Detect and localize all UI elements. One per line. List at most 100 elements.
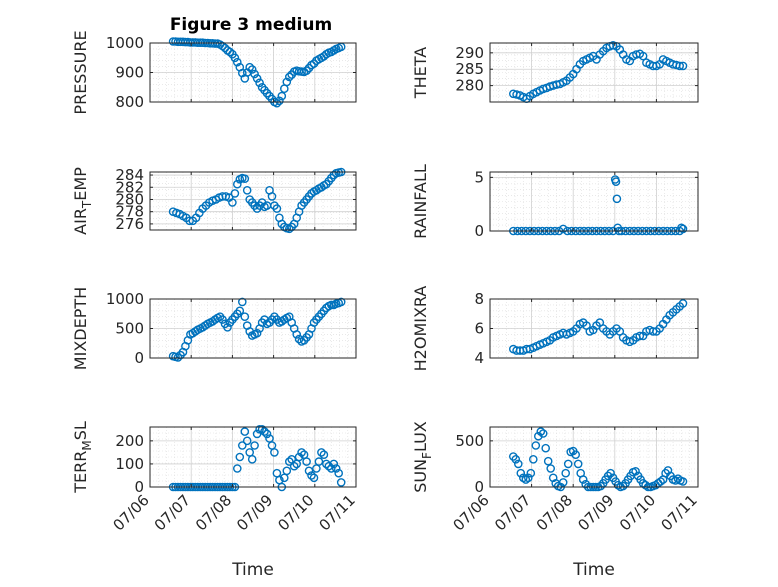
data-point bbox=[336, 297, 346, 307]
data-point bbox=[292, 330, 302, 339]
data-point bbox=[678, 477, 688, 486]
data-point bbox=[210, 39, 220, 48]
data-point bbox=[262, 429, 272, 439]
data-point bbox=[326, 464, 336, 473]
x-tick-label: 07/09 bbox=[233, 491, 276, 534]
data-point bbox=[635, 331, 645, 341]
data-point bbox=[250, 69, 259, 79]
x-tick-label: 07/09 bbox=[574, 491, 617, 534]
data-point bbox=[294, 452, 304, 462]
data-point bbox=[656, 477, 665, 486]
data-point bbox=[612, 194, 622, 204]
x-tick-label: 07/08 bbox=[192, 491, 235, 534]
data-point bbox=[514, 459, 523, 469]
subplot-6: 4 6 8 H2OMIXRA bbox=[411, 286, 699, 372]
data-point bbox=[324, 461, 334, 471]
axes-background bbox=[490, 43, 698, 102]
axes-box bbox=[489, 42, 699, 103]
data-point bbox=[314, 457, 324, 466]
y-tick-label: 4 bbox=[474, 349, 484, 367]
data-point bbox=[675, 61, 685, 71]
y-tick-label: 276 bbox=[115, 215, 144, 233]
subplot-4: 0 5 RAINFALL bbox=[411, 164, 699, 240]
x-tick-label: 07/11 bbox=[658, 491, 701, 534]
data-point bbox=[235, 452, 245, 462]
data-point bbox=[218, 41, 227, 51]
y-tick-label: 1000 bbox=[106, 34, 144, 52]
y-tick-label: 0 bbox=[474, 478, 484, 496]
y-tick-label: 290 bbox=[455, 44, 484, 62]
y-tick-label: 800 bbox=[115, 93, 144, 111]
data-point bbox=[524, 473, 533, 483]
data-point bbox=[529, 454, 538, 464]
data-point bbox=[247, 65, 257, 74]
data-point bbox=[225, 47, 235, 57]
data-point bbox=[272, 98, 282, 108]
data-point bbox=[250, 441, 259, 450]
data-point bbox=[282, 466, 292, 476]
x-tick-label: 07/11 bbox=[316, 491, 359, 534]
data-point bbox=[304, 466, 314, 476]
y-tick-label: 278 bbox=[115, 203, 144, 221]
data-point bbox=[218, 315, 227, 324]
data-point bbox=[230, 53, 240, 63]
data-point bbox=[232, 57, 242, 67]
data-point bbox=[252, 328, 262, 338]
data-point bbox=[531, 441, 541, 450]
data-point bbox=[546, 464, 556, 473]
data-point bbox=[255, 78, 264, 88]
data-point bbox=[297, 448, 306, 457]
y-axis-label: RAINFALL bbox=[411, 164, 430, 239]
data-point bbox=[240, 427, 250, 436]
x-tick-label: 07/10 bbox=[274, 491, 317, 534]
data-point bbox=[252, 429, 262, 439]
data-point bbox=[558, 224, 568, 234]
y-tick-label: 500 bbox=[115, 320, 144, 338]
data-point bbox=[561, 468, 571, 478]
axes-box bbox=[489, 171, 699, 232]
y-tick-label: 1000 bbox=[106, 290, 144, 308]
data-point bbox=[538, 429, 548, 438]
data-point bbox=[223, 322, 232, 332]
y-tick-label: 284 bbox=[115, 166, 144, 184]
data-point bbox=[240, 174, 250, 183]
data-point bbox=[272, 204, 282, 213]
x-tick-label: 07/07 bbox=[151, 491, 194, 534]
y-tick-label: 500 bbox=[455, 432, 484, 450]
data-point bbox=[573, 459, 583, 469]
data-point bbox=[252, 74, 262, 83]
data-point bbox=[255, 424, 264, 434]
data-point bbox=[277, 91, 287, 101]
axes-box bbox=[149, 426, 357, 488]
data-point bbox=[232, 464, 242, 473]
data-point bbox=[526, 468, 536, 478]
data-point bbox=[270, 448, 279, 457]
y-axis-label: H2OMIXRA bbox=[411, 286, 430, 372]
data-point bbox=[247, 454, 257, 464]
y-tick-label: 280 bbox=[115, 190, 144, 208]
data-point bbox=[606, 468, 615, 478]
data-point bbox=[678, 299, 688, 308]
x-tick-label: 07/06 bbox=[450, 491, 493, 534]
data-point bbox=[336, 478, 346, 487]
data-point bbox=[516, 468, 526, 478]
data-point bbox=[284, 72, 294, 82]
data-point bbox=[329, 459, 339, 469]
y-tick-label: 0 bbox=[134, 349, 144, 367]
data-series bbox=[508, 299, 688, 355]
y-tick-label: 280 bbox=[455, 77, 484, 95]
y-tick-label: 285 bbox=[455, 60, 484, 78]
data-point bbox=[289, 461, 299, 471]
data-series bbox=[508, 427, 688, 492]
figure-title: Figure 3 medium bbox=[170, 15, 332, 35]
data-point bbox=[309, 473, 319, 483]
x-tick-label: 07/06 bbox=[110, 491, 153, 534]
data-point bbox=[631, 466, 640, 476]
data-point bbox=[578, 475, 588, 484]
data-point bbox=[242, 185, 252, 195]
data-point bbox=[230, 189, 240, 198]
